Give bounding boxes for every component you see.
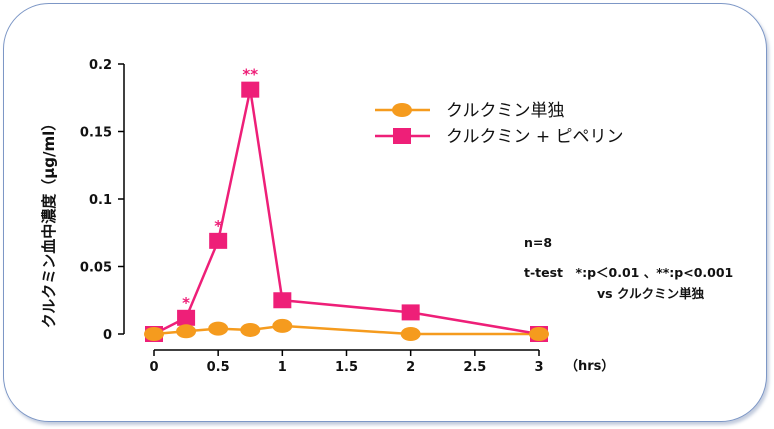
legend: クルクミン単独 クルクミン + ピペリン (375, 101, 624, 147)
data-point-series1 (144, 327, 164, 341)
x-tick-label: 1.5 (335, 360, 358, 375)
data-point-series1 (529, 327, 549, 341)
y-axis-label: クルクミン血中濃度（μg/ml） (40, 116, 58, 329)
significance-mark: * (182, 294, 190, 312)
t-test-note: t-test *:p＜0.01 、**:p<0.001 (524, 265, 733, 280)
legend-label-series1: クルクミン単独 (446, 101, 565, 121)
data-point-series2 (241, 81, 260, 98)
x-tick-label: 1 (278, 360, 287, 375)
significance-mark: ** (242, 66, 258, 84)
data-point-series1 (240, 322, 261, 337)
series-markers (144, 81, 549, 342)
ticks: 0 0.05 0.1 0.15 0.2 0 0.5 1 1.5 2 2.5 3 (80, 58, 544, 375)
x-tick-label: 0.5 (207, 360, 230, 375)
data-point-series2 (401, 304, 420, 321)
legend-marker-series2 (393, 128, 411, 144)
comparison-note: vs クルクミン単独 (597, 286, 705, 301)
data-point-series1 (272, 318, 293, 333)
chart-card (3, 3, 767, 422)
data-point-series2 (209, 232, 228, 249)
legend-item-series2: クルクミン + ピペリン (375, 127, 624, 147)
legend-marker-series1 (392, 103, 412, 117)
legend-label-series2: クルクミン + ピペリン (446, 127, 624, 147)
y-tick-label: 0.1 (89, 193, 112, 208)
data-point-series2 (177, 309, 196, 326)
y-tick-label: 0.2 (89, 58, 112, 73)
y-tick-label: 0.15 (80, 126, 112, 141)
sample-size-note: n=8 (524, 235, 552, 250)
y-tick-label: 0.05 (80, 261, 112, 276)
stats-note: n=8 t-test *:p＜0.01 、**:p<0.001 vs クルクミン… (524, 235, 733, 301)
legend-item-series1: クルクミン単独 (375, 101, 565, 121)
data-point-series1 (208, 321, 229, 336)
x-tick-label: 2.5 (463, 360, 486, 375)
data-point-series1 (176, 324, 197, 339)
significance-mark: * (214, 217, 222, 235)
x-tick-label: 2 (406, 360, 415, 375)
x-tick-label: 3 (534, 360, 543, 375)
data-point-series2 (273, 292, 292, 309)
significance-marks: **** (182, 66, 258, 312)
x-axis-unit: （hrs） (565, 358, 614, 374)
y-tick-label: 0 (103, 328, 112, 343)
data-point-series1 (400, 327, 421, 341)
x-tick-label: 0 (149, 360, 158, 375)
